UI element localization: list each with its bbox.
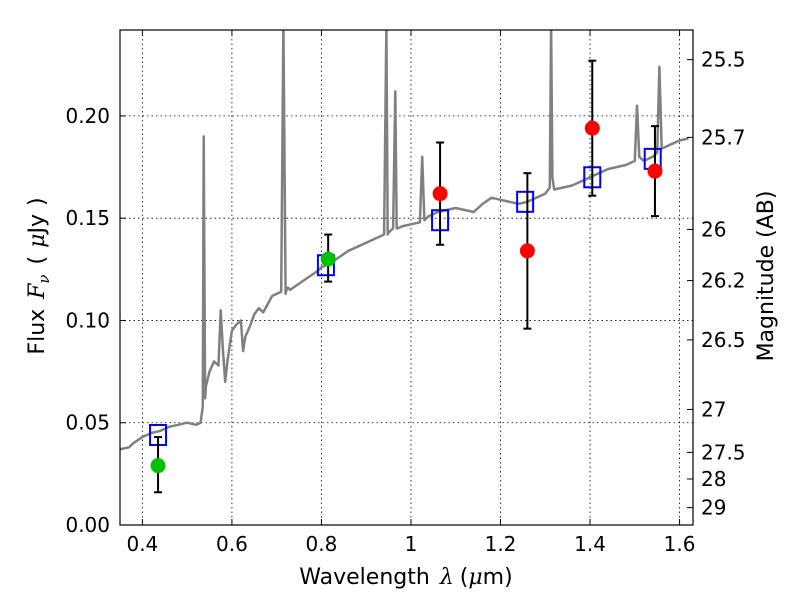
observed-flux-point [584,120,600,136]
x-axis-title: Wavelength λ (μm) [299,565,512,590]
y-tick-label: 0.10 [65,308,110,332]
y2-tick-label: 28 [701,467,726,491]
y2-tick-label: 26.2 [701,269,746,293]
model-spectrum-line [120,30,689,451]
data-marks [120,30,689,494]
observed-flux-point [150,458,166,474]
y2-tick-label: 27.5 [701,440,746,464]
y2-tick-label: 26.5 [701,328,746,352]
x-tick-label: 1.6 [664,532,696,556]
y-tick-label: 0.00 [65,513,110,537]
y-tick-label: 0.15 [65,206,110,230]
x-tick-label: 1 [405,532,418,556]
y2-tick-label: 25.5 [701,48,746,72]
y-tick-label: 0.05 [65,411,110,435]
y2-tick-label: 27 [701,397,726,421]
x-tick-label: 1.4 [574,532,606,556]
plot-frame [119,29,694,526]
axis-ticks: 0.4 0.6 0.8 1 1.2 1.4 1.6 0.00 0.05 0.10 0.15 0.20 2… [65,30,746,556]
y-axis-title: FluxFν(μJy) [25,197,53,354]
y2-tick-label: 29 [701,496,726,520]
x-tick-label: 0.4 [126,532,158,556]
y2-tick-label: 26 [701,217,726,241]
x-tick-label: 0.6 [216,532,248,556]
observed-flux-point [647,163,663,179]
observed-flux-point [320,251,336,267]
observed-flux-point [432,186,448,202]
x-tick-label: 0.8 [306,532,338,556]
y2-tick-label: 25.7 [701,125,746,149]
x-tick-label: 1.2 [485,532,517,556]
y2-axis-title: Magnitude (AB) [754,191,779,362]
model-photometry-square [516,190,535,213]
plot-area-background [120,30,693,525]
observed-flux-point [519,243,535,259]
y-tick-label: 0.20 [65,104,110,128]
